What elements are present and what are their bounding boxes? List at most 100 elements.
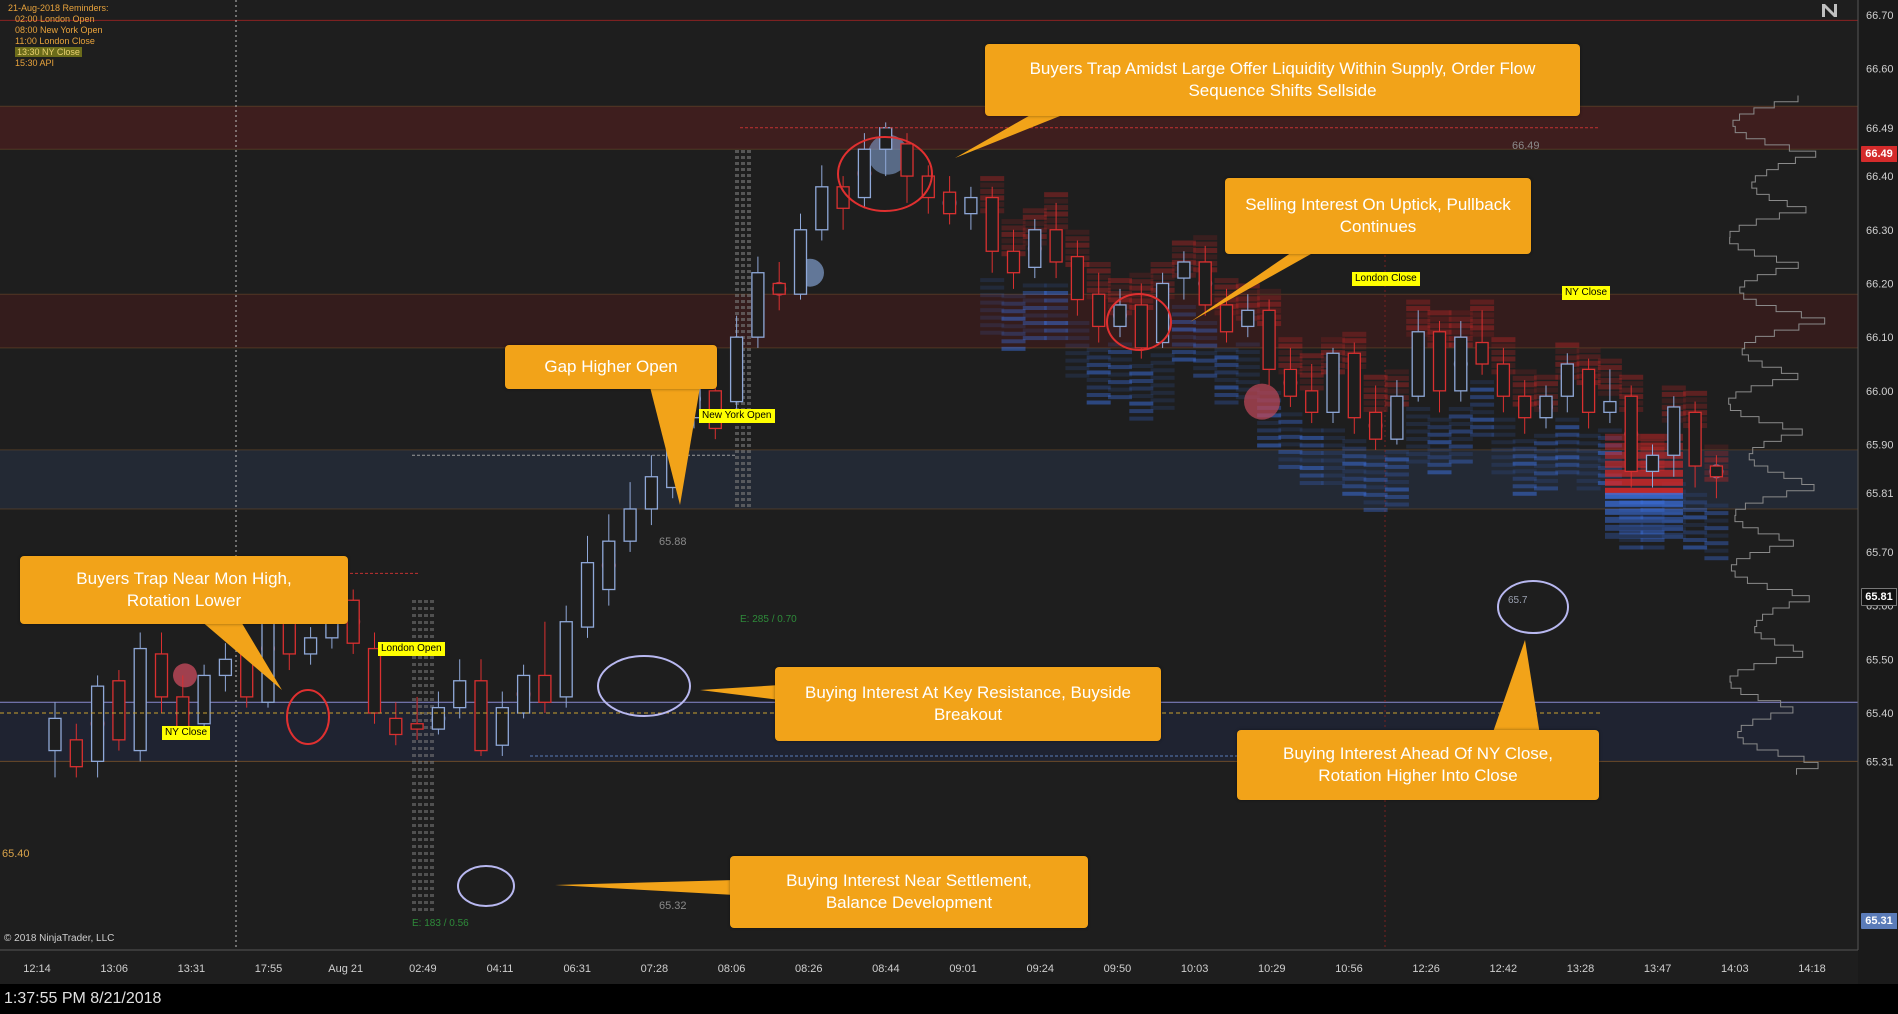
tape-cell <box>424 894 428 897</box>
tape-cell <box>430 901 434 904</box>
bid-liquidity-cell <box>1704 556 1729 561</box>
bid-liquidity-block <box>1605 524 1683 531</box>
tape-cell <box>735 252 739 255</box>
tape-cell <box>747 150 751 153</box>
ask-liquidity-block <box>1605 460 1683 468</box>
tape-cell <box>741 162 745 165</box>
tape-cell <box>747 300 751 303</box>
bid-liquidity-cell <box>1086 362 1111 367</box>
tape-cell <box>418 873 422 876</box>
tape-cell <box>412 719 416 722</box>
time-tick-label: 08:06 <box>718 963 746 975</box>
bid-liquidity-cell <box>1278 464 1303 469</box>
bid-liquidity-cell <box>980 308 1005 313</box>
tape-cell <box>418 775 422 778</box>
ask-liquidity-cell <box>980 182 1005 188</box>
tape-cell <box>418 621 422 624</box>
bid-liquidity-cell <box>1427 447 1452 452</box>
tape-cell <box>412 768 416 771</box>
bid-liquidity-cell <box>1683 492 1708 497</box>
bid-liquidity-cell <box>1576 478 1601 483</box>
tape-cell <box>741 324 745 327</box>
tape-cell <box>747 348 751 351</box>
bid-liquidity-cell <box>980 278 1005 283</box>
tape-cell <box>741 432 745 435</box>
price-tick-label: 65.90 <box>1866 440 1894 452</box>
tape-cell <box>735 198 739 201</box>
ask-liquidity-cell <box>1555 342 1580 348</box>
tape-cell <box>741 222 745 225</box>
tape-cell <box>741 504 745 507</box>
bid-liquidity-cell <box>1384 495 1409 500</box>
bid-liquidity-cell <box>1257 435 1282 440</box>
bid-liquidity-cell <box>1640 522 1665 527</box>
bid-liquidity-cell <box>1257 428 1282 433</box>
bid-liquidity-cell <box>1214 392 1239 397</box>
candle-body <box>985 196 999 252</box>
tape-cell <box>747 468 751 471</box>
candle-body <box>303 637 318 655</box>
bid-liquidity-cell <box>1576 471 1601 476</box>
tape-cell <box>412 859 416 862</box>
ask-liquidity-cell <box>1342 338 1367 344</box>
tape-cell <box>412 684 416 687</box>
bid-liquidity-cell <box>1470 402 1495 407</box>
tape-cell <box>735 222 739 225</box>
tape-cell <box>430 754 434 757</box>
bid-liquidity-cell <box>1576 463 1601 468</box>
bid-liquidity-cell <box>1022 321 1047 326</box>
tape-cell <box>747 192 751 195</box>
tape-cell <box>735 474 739 477</box>
ask-liquidity-cell <box>1363 374 1388 380</box>
bid-liquidity-block <box>1605 532 1683 539</box>
tape-cell <box>430 887 434 890</box>
bid-liquidity-cell <box>1661 497 1686 502</box>
bid-liquidity-cell <box>1342 469 1367 474</box>
bid-liquidity-cell <box>1108 372 1132 377</box>
bid-liquidity-cell <box>1171 335 1196 340</box>
tape-cell <box>424 880 428 883</box>
tape-cell <box>418 768 422 771</box>
bid-liquidity-cell <box>1044 321 1069 326</box>
candle-body <box>857 148 872 199</box>
bid-liquidity-cell <box>1299 458 1324 463</box>
ask-liquidity-cell <box>1150 268 1175 274</box>
tape-cell <box>412 698 416 701</box>
candle-body <box>1581 368 1596 413</box>
tape-cell <box>735 210 739 213</box>
tape-cell <box>412 747 416 750</box>
tape-cell <box>430 600 434 603</box>
pointer-settlement <box>555 880 735 895</box>
bid-liquidity-cell <box>1427 462 1452 467</box>
bid-liquidity-cell <box>1491 455 1516 460</box>
tape-cell <box>430 859 434 862</box>
candle-body <box>815 186 829 231</box>
bid-liquidity-block <box>1605 508 1683 515</box>
pointer-supply <box>955 105 1070 158</box>
bid-liquidity-cell <box>1342 484 1367 489</box>
tape-cell <box>418 789 422 792</box>
tape-cell <box>747 372 751 375</box>
tape-cell <box>741 264 745 267</box>
tape-cell <box>418 607 422 610</box>
candle-body <box>1049 229 1063 263</box>
bid-liquidity-cell <box>1129 386 1154 391</box>
tape-cell <box>735 312 739 315</box>
tape-cell <box>430 656 434 659</box>
tape-cell <box>418 908 422 911</box>
candle-body <box>1006 250 1021 274</box>
bid-liquidity-cell <box>1299 466 1324 471</box>
bid-liquidity-cell <box>1235 350 1260 355</box>
price-chart[interactable]: 66.70 66.60 66.49 66.40 66.30 66.20 66.10 66.00… <box>0 0 1898 984</box>
time-tick-label: 17:55 <box>255 963 283 975</box>
ask-liquidity-cell <box>1384 375 1409 381</box>
bid-liquidity-cell <box>1683 507 1708 512</box>
ask-liquidity-cell <box>1193 235 1218 241</box>
bid-liquidity-cell <box>1214 377 1239 382</box>
tape-cell <box>424 775 428 778</box>
candle-body <box>1134 304 1148 349</box>
candle-body <box>1092 293 1106 328</box>
bid-liquidity-cell <box>980 300 1005 305</box>
tape-cell <box>424 852 428 855</box>
candle-body <box>1155 282 1170 344</box>
